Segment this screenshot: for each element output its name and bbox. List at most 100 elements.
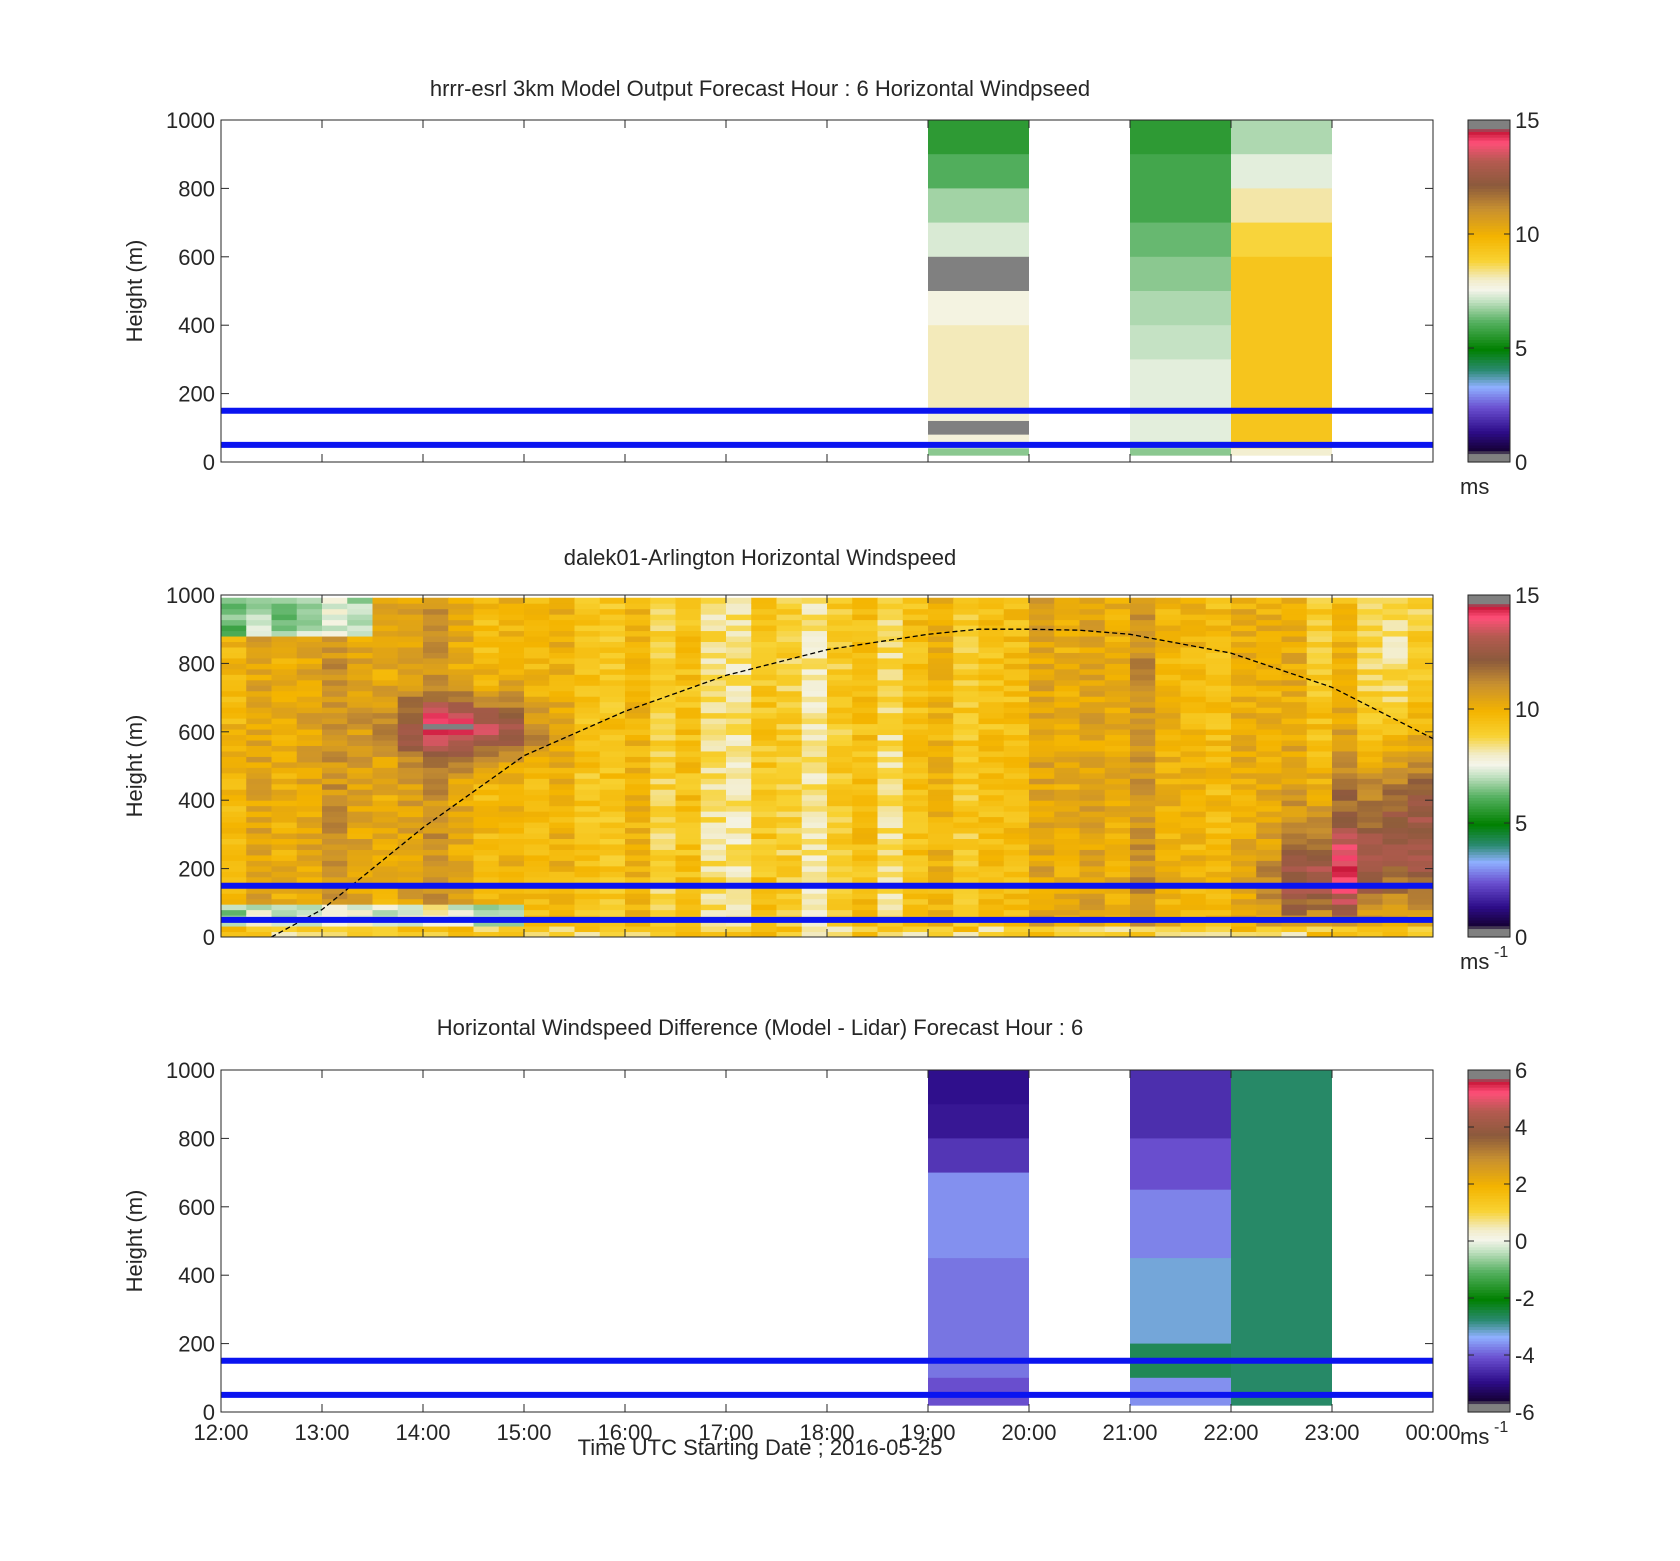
heatmap-cell bbox=[902, 849, 929, 856]
heatmap-cell bbox=[902, 833, 929, 840]
heatmap-cell bbox=[1306, 838, 1333, 845]
heatmap-cell bbox=[1130, 898, 1156, 905]
heatmap-cell bbox=[498, 833, 525, 840]
heatmap-cell bbox=[1029, 597, 1055, 604]
heatmap-cell bbox=[776, 696, 803, 703]
heatmap-cell bbox=[1407, 646, 1434, 653]
heatmap-cell bbox=[751, 745, 777, 752]
heatmap-cell bbox=[650, 668, 676, 675]
heatmap-cell bbox=[1130, 696, 1156, 703]
heatmap-cell bbox=[549, 854, 575, 861]
heatmap-cell bbox=[751, 657, 777, 664]
heatmap-cell bbox=[675, 860, 702, 867]
heatmap-cell bbox=[1104, 871, 1131, 878]
heatmap-cell bbox=[473, 718, 500, 725]
heatmap-cell bbox=[1407, 865, 1434, 872]
heatmap-cell bbox=[524, 843, 550, 850]
heatmap-cell bbox=[928, 800, 954, 807]
heatmap-cell bbox=[473, 625, 500, 632]
colorbar-segment bbox=[1468, 845, 1510, 850]
heatmap-cell bbox=[1332, 833, 1358, 840]
heatmap-cell bbox=[726, 772, 752, 779]
colorbar-segment bbox=[1468, 868, 1510, 873]
colorbar-tick-label: -6 bbox=[1515, 1400, 1535, 1425]
heatmap-cell bbox=[1256, 696, 1282, 703]
heatmap-cell bbox=[953, 668, 979, 675]
heatmap-cell bbox=[448, 789, 474, 796]
heatmap-cell bbox=[423, 920, 449, 927]
heatmap-cell bbox=[675, 657, 702, 664]
colorbar-segment bbox=[1468, 629, 1510, 633]
heatmap-cell bbox=[801, 827, 828, 834]
heatmap-cell bbox=[1079, 838, 1106, 845]
heatmap-cell bbox=[953, 652, 979, 659]
heatmap-cell bbox=[1155, 750, 1181, 757]
colorbar-segment bbox=[1468, 643, 1510, 647]
heatmap-cell bbox=[978, 745, 1005, 752]
heatmap-cell bbox=[1054, 630, 1080, 637]
heatmap-cell bbox=[296, 729, 323, 736]
heatmap-cell bbox=[1357, 630, 1383, 637]
heatmap-cell bbox=[1407, 696, 1434, 703]
heatmap-cell bbox=[271, 898, 298, 905]
heatmap-cell bbox=[751, 898, 777, 905]
heatmap-cell bbox=[1130, 827, 1156, 834]
heatmap-cell bbox=[953, 740, 979, 746]
heatmap-cell bbox=[902, 707, 929, 714]
heatmap-cell bbox=[524, 893, 550, 900]
heatmap-cell bbox=[448, 871, 474, 878]
heatmap-cell bbox=[524, 740, 550, 746]
heatmap-cell bbox=[1357, 931, 1383, 938]
heatmap-cell bbox=[1079, 827, 1106, 834]
y-tick-label: 400 bbox=[178, 313, 215, 338]
heatmap-cell bbox=[1054, 811, 1080, 818]
heatmap-cell bbox=[1029, 926, 1055, 933]
heatmap-cell bbox=[221, 761, 247, 768]
heatmap-cell bbox=[1256, 876, 1282, 883]
heatmap-cell bbox=[1357, 767, 1383, 774]
heatmap-cell bbox=[1231, 740, 1257, 746]
heatmap-cell bbox=[246, 674, 272, 681]
heatmap-cell bbox=[498, 822, 525, 829]
heatmap-cell bbox=[827, 931, 853, 938]
heatmap-cell bbox=[221, 898, 247, 905]
heatmap-cell bbox=[574, 778, 601, 785]
heatmap-cell bbox=[372, 838, 399, 845]
heatmap-cell bbox=[902, 761, 929, 768]
heatmap-cell bbox=[1281, 619, 1308, 626]
heatmap-cell bbox=[296, 663, 323, 670]
heatmap-cell bbox=[271, 909, 298, 916]
heatmap-cell bbox=[1407, 931, 1434, 938]
heatmap-cell bbox=[801, 723, 828, 730]
heatmap-cell bbox=[978, 904, 1005, 911]
heatmap-cell bbox=[928, 646, 954, 653]
heatmap-cell bbox=[397, 745, 424, 752]
heatmap-cell bbox=[1079, 860, 1106, 867]
heatmap-cell bbox=[978, 800, 1005, 807]
heatmap-cell bbox=[574, 745, 601, 752]
heatmap-cell bbox=[1054, 767, 1080, 774]
heatmap-cell bbox=[1130, 608, 1156, 615]
heatmap-cell bbox=[524, 909, 550, 916]
heatmap-cell bbox=[296, 827, 323, 834]
heatmap-cell bbox=[1205, 657, 1232, 664]
heatmap-cell bbox=[953, 898, 979, 905]
heatmap-cell bbox=[928, 668, 954, 675]
heatmap-cell bbox=[397, 871, 424, 878]
colorbar-segment bbox=[1468, 894, 1510, 898]
heatmap-cell bbox=[1029, 696, 1055, 703]
heatmap-cell bbox=[1054, 740, 1080, 746]
heatmap-cell bbox=[1054, 876, 1080, 883]
heatmap-cell bbox=[574, 668, 601, 675]
heatmap-cell bbox=[625, 619, 651, 626]
heatmap-cell bbox=[549, 904, 575, 911]
heatmap-cell bbox=[1054, 696, 1080, 703]
heatmap-cell bbox=[1054, 707, 1080, 714]
heatmap-cell bbox=[549, 805, 575, 812]
heatmap-cell bbox=[322, 690, 348, 697]
colorbar-segment bbox=[1468, 874, 1510, 878]
colorbar-segment bbox=[1468, 387, 1510, 392]
heatmap-cell bbox=[1306, 608, 1333, 615]
colorbar-segment bbox=[1468, 407, 1510, 412]
colorbar-segment bbox=[1468, 199, 1510, 204]
